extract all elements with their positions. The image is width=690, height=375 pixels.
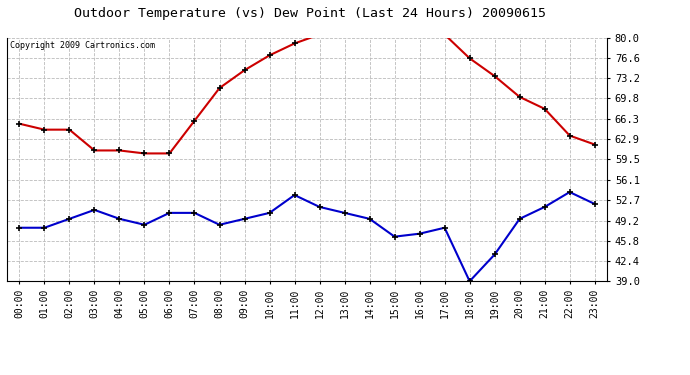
Text: Copyright 2009 Cartronics.com: Copyright 2009 Cartronics.com: [10, 41, 155, 50]
Text: Outdoor Temperature (vs) Dew Point (Last 24 Hours) 20090615: Outdoor Temperature (vs) Dew Point (Last…: [75, 8, 546, 21]
